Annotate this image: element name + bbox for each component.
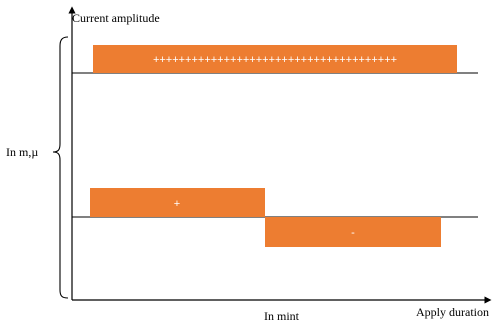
bottom-negative-symbol: -	[351, 227, 355, 239]
top-pulse-polarity-symbols: ++++++++++++++++++++++++++++++++++++++	[153, 54, 397, 66]
x-axis-label: Apply duration	[416, 305, 489, 319]
bottom-positive-symbol: +	[174, 198, 180, 210]
y-axis-label: Current amplitude	[72, 11, 160, 25]
top-constant-pulse	[93, 45, 457, 73]
unit-bottom-label: In mint	[264, 309, 300, 323]
unit-left-label: In m,µ	[6, 145, 38, 159]
bottom-negative-pulse	[265, 217, 441, 247]
left-brace	[52, 36, 69, 299]
bottom-positive-pulse	[90, 188, 265, 217]
